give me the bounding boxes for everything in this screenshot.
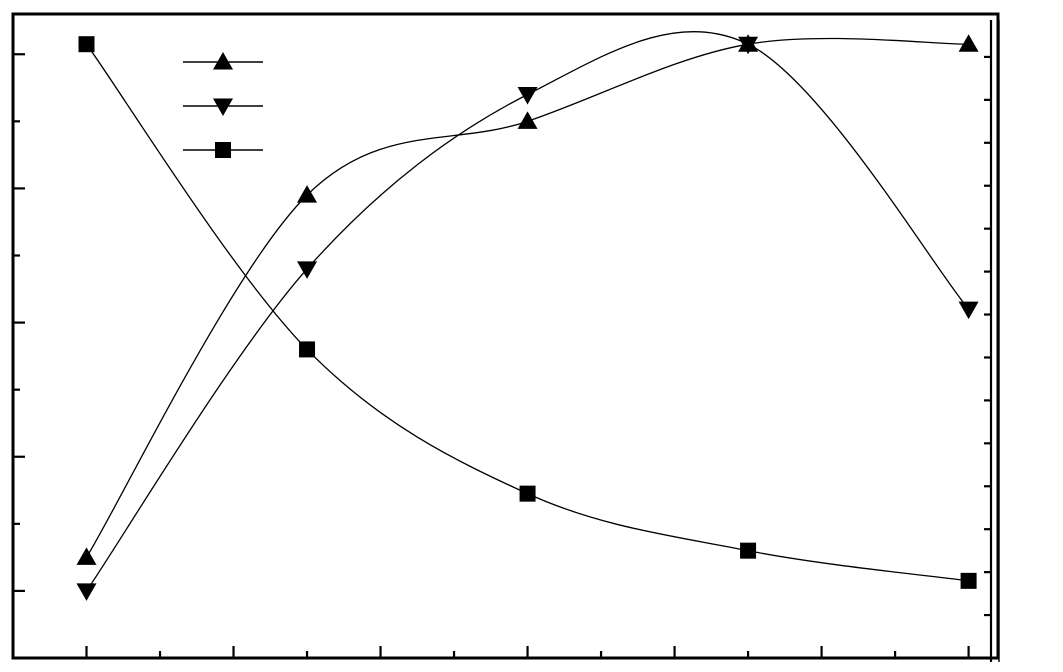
series-line-0 xyxy=(85,37,969,558)
plot-frame xyxy=(11,12,1000,660)
data-point-s1-4 xyxy=(958,301,979,320)
data-point-s1-0 xyxy=(76,583,97,601)
data-point-s0-0 xyxy=(76,547,97,565)
data-point-s1-1 xyxy=(297,261,318,279)
data-point-s1-2 xyxy=(517,87,538,105)
legend-marker-1 xyxy=(213,98,233,116)
series-line-2 xyxy=(85,43,969,582)
legend xyxy=(183,52,263,158)
data-point-s2-3 xyxy=(740,542,757,559)
series-markers xyxy=(76,34,979,601)
data-point-s1-3 xyxy=(738,36,759,55)
data-point-s2-0 xyxy=(78,36,95,53)
data-point-s2-4 xyxy=(960,572,977,589)
legend-marker-0 xyxy=(213,52,233,70)
data-point-s0-2 xyxy=(517,111,538,129)
data-point-s0-1 xyxy=(297,185,318,203)
data-point-s2-2 xyxy=(519,485,536,502)
data-point-s0-4 xyxy=(958,34,979,52)
data-point-s2-1 xyxy=(299,341,316,358)
legend-marker-2 xyxy=(215,142,231,158)
axis-ticks xyxy=(13,20,1000,662)
